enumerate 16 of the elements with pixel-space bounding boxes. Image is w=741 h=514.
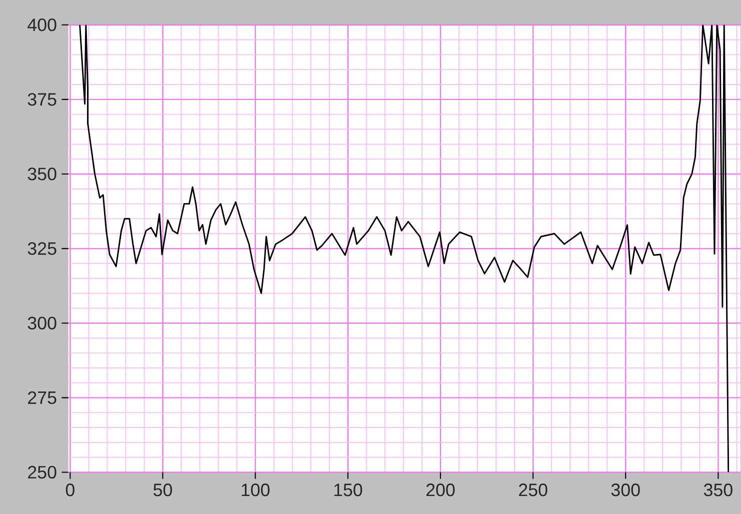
x-tick-label: 100: [242, 484, 270, 496]
line-series: [79, 24, 730, 472]
x-tick-label: 0: [66, 484, 74, 496]
y-tick-label: 400: [28, 18, 56, 32]
x-tick-label: 350: [704, 484, 732, 496]
y-tick-label: 375: [28, 93, 56, 106]
y-tick-label: 300: [28, 316, 56, 330]
x-tick-label: 150: [334, 484, 362, 496]
x-tick-label: 200: [426, 484, 455, 496]
y-tick-label: 325: [28, 242, 56, 255]
x-tick-label: 300: [611, 484, 640, 496]
y-tick-label: 250: [28, 466, 56, 479]
y-tick-label: 275: [28, 391, 56, 404]
x-tick-label: 250: [519, 484, 548, 496]
x-tick-label: 50: [153, 484, 172, 496]
y-tick-label: 350: [28, 168, 56, 180]
